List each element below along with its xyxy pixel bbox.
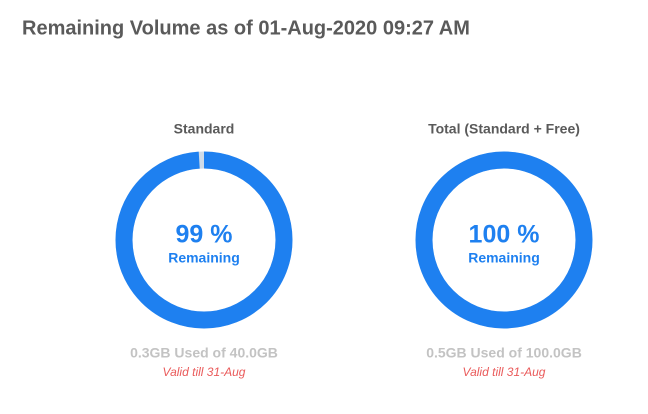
- page-title: Remaining Volume as of 01-Aug-2020 09:27…: [22, 17, 470, 39]
- gauge-title: Total (Standard + Free): [428, 121, 580, 137]
- validity-note: Valid till 31-Aug: [463, 365, 546, 379]
- usage-caption: 0.3GB Used of 40.0GB: [130, 345, 278, 361]
- gauge-title: Standard: [174, 121, 235, 137]
- gauge-arc: [115, 151, 293, 329]
- validity-note: Valid till 31-Aug: [163, 365, 246, 379]
- gauge-label: Remaining: [468, 250, 540, 266]
- gauge-label: Remaining: [168, 250, 240, 266]
- usage-caption: 0.5GB Used of 100.0GB: [426, 345, 582, 361]
- gauge-value: 100 %: [469, 221, 540, 249]
- gauge-value: 99 %: [176, 221, 233, 249]
- gauge-arc: [415, 151, 593, 329]
